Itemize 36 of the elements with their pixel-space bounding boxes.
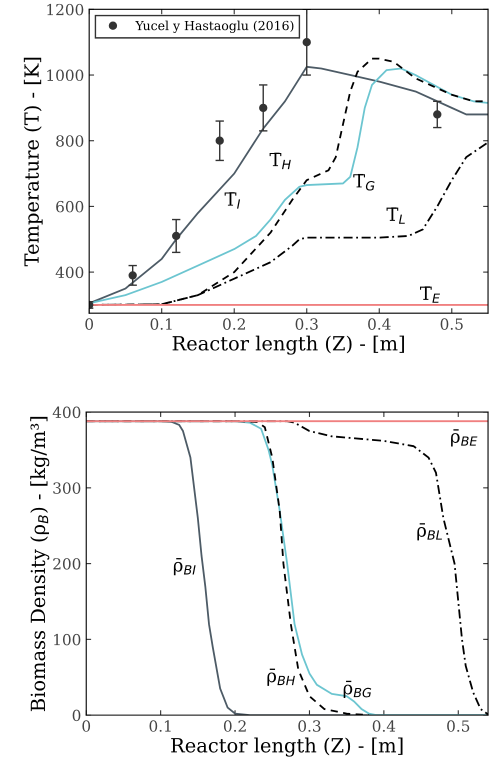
annotation: ρ̄$_{BE}$ [451,429,478,446]
x-tick-label: 0 [85,318,94,330]
y-tick-label: 100 [54,634,80,646]
y-tick-label: 300 [53,482,80,494]
x-tick-label: 0.5 [447,720,470,732]
x-tick-label: 0.4 [372,720,396,732]
annotation: ρ̄$_{BH}$ [267,668,295,686]
y-tick-label: 200 [53,558,80,570]
x-tick-label: 0.3 [298,720,320,732]
y-tick-label: 1200 [47,4,84,16]
annotation: ρ̄$_{BG}$ [344,680,372,698]
x-tick-label: 0.4 [368,318,391,330]
y-tick-label: 400 [52,406,80,418]
x-tick-label: 0.1 [150,720,171,732]
annotation: T̄$_{H}$ [270,152,291,170]
y-tick-label: 0 [72,710,80,722]
y-tick-label: 600 [56,200,84,212]
x-tick-label: 0.2 [224,720,246,732]
y-tick-label: 400 [56,266,84,278]
annotation: T̄$_{E}$ [420,286,440,303]
annotation: ρ̄$_{BI}$ [174,558,196,576]
y-tick-label: 1000 [47,70,84,82]
x-tick-label: 0.2 [223,318,245,330]
y-tick-label: 800 [56,135,84,147]
x-axis-title: Reactor length (Z) - [m] [172,336,404,355]
annotation: T̄$_{I}$ [224,192,240,209]
annotation: T̄$_{G}$ [353,174,374,191]
annotation: ρ̄$_{BL}$ [417,523,442,540]
x-tick-label: 0.3 [296,318,318,330]
x-axis-title: Reactor length (Z) - [m] [171,738,402,757]
x-tick-label: 0.5 [440,318,463,330]
x-tick-label: 0.1 [150,318,172,330]
y-axis-title: Temperature (T) - [K] [24,58,43,266]
legend-label: Yucel y Hastaoglu (2016) [135,20,294,33]
y-axis-title: Biomass Density (ρ$_{B}$) - [kg/m³] [30,416,50,712]
annotation: T̄$_{L}$ [386,207,405,224]
